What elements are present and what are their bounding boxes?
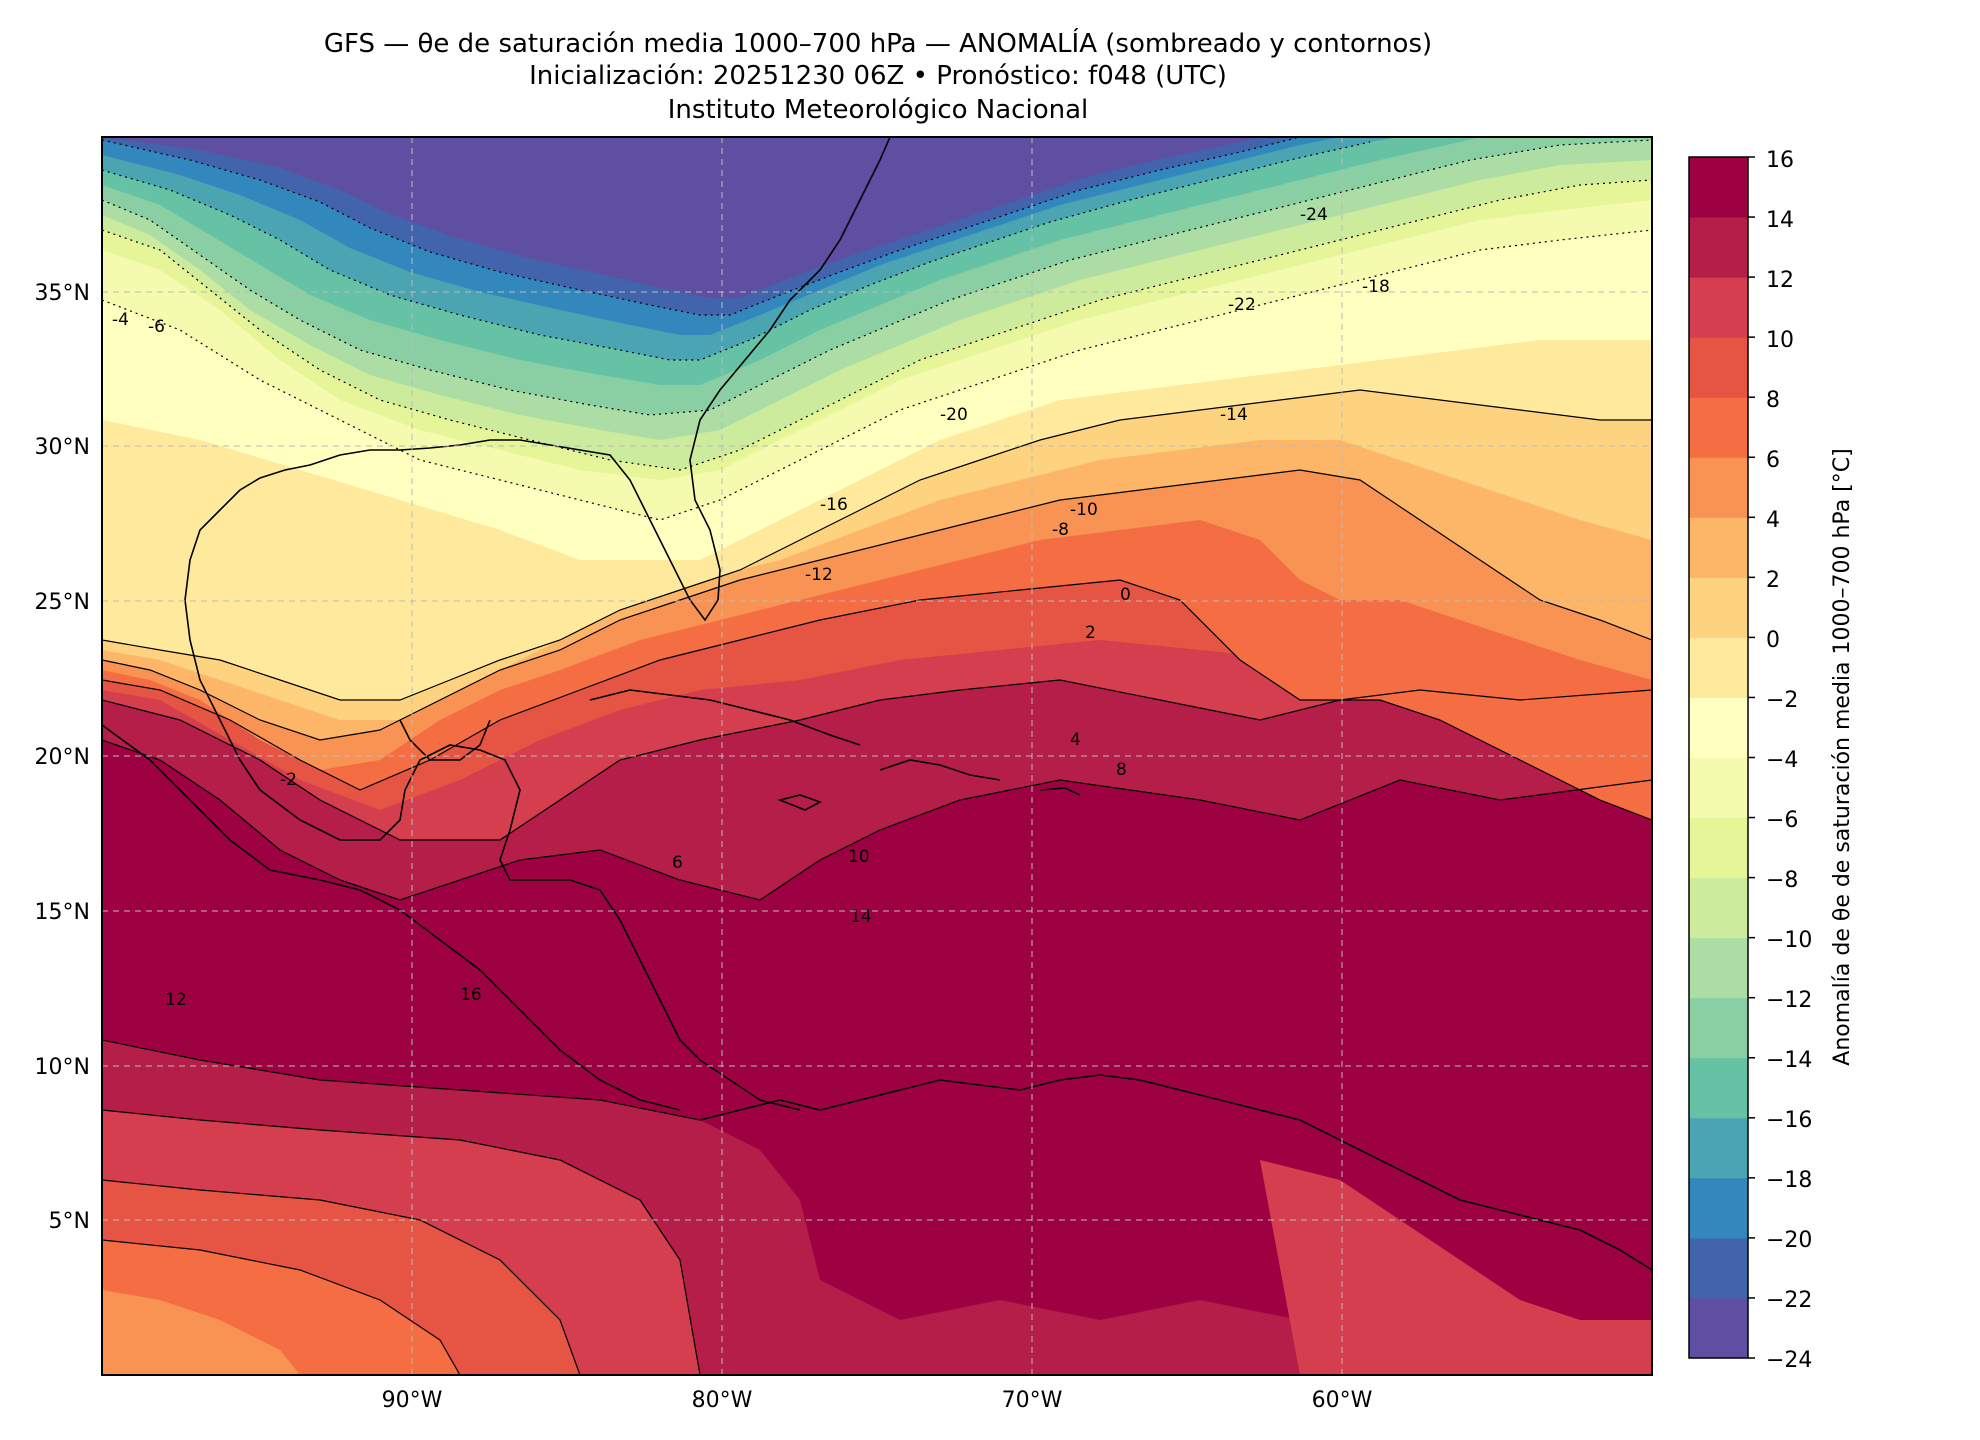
colorbar-tick-label: 16: [1766, 148, 1794, 173]
colorbar-tick-label: −4: [1766, 748, 1798, 773]
colorbar-tick-label: 6: [1766, 448, 1780, 473]
gridlines: [102, 137, 1652, 1375]
central-america: [102, 724, 681, 1111]
colorbar-swatch: [1689, 937, 1748, 999]
lon-tick-label: 90°W: [382, 1388, 443, 1413]
colorbar-tick-label: 14: [1766, 208, 1794, 233]
colorbar-tick-label: −18: [1766, 1168, 1812, 1193]
contour-label: 6: [672, 853, 683, 873]
colorbar-swatch: [1689, 1177, 1748, 1239]
colorbar-swatch: [1689, 997, 1748, 1059]
colorbar-swatch: [1689, 217, 1748, 278]
cuba: [589, 689, 861, 746]
contour-label: -4: [112, 310, 129, 330]
lon-tick-label: 60°W: [1312, 1388, 1373, 1413]
contour-lines: [102, 137, 1652, 1375]
lat-tick-label: 30°N: [35, 435, 90, 460]
colorbar-tick-label: 4: [1766, 508, 1780, 533]
colorbar-swatch: [1689, 697, 1748, 758]
colorbar-tick-label: −10: [1766, 928, 1812, 953]
contour-label: -8: [1052, 520, 1069, 540]
colorbar-tick-label: −16: [1766, 1108, 1812, 1133]
coastlines: [102, 137, 1652, 1271]
contour-label: -24: [1300, 205, 1328, 225]
colorbar-tick-label: −2: [1766, 688, 1798, 713]
colorbar-tick-label: 8: [1766, 388, 1780, 413]
contour-label: 0: [1120, 585, 1131, 605]
lat-tick-label: 10°N: [35, 1055, 90, 1080]
colorbar-swatch: [1689, 637, 1748, 698]
contour-label: 12: [165, 990, 187, 1010]
lat-tick-label: 5°N: [49, 1209, 90, 1234]
colorbar-ticks: 16 14 12 10 8 6 4 2 0 −2 −4 −6 −8 −10 −1…: [1766, 148, 1812, 1373]
contour-label: -14: [1220, 405, 1248, 425]
title-line-1: GFS — θe de saturación media 1000–700 hP…: [323, 29, 1433, 59]
title-line-3: Instituto Meteorológico Nacional: [667, 95, 1089, 125]
colorbar-swatch: [1689, 1057, 1748, 1119]
hispaniola: [879, 759, 1001, 781]
contour-label: 8: [1116, 760, 1127, 780]
colorbar-swatch: [1689, 457, 1748, 518]
lat-tick-label: 15°N: [35, 900, 90, 925]
lat-tick-label: 35°N: [35, 281, 90, 306]
contour-label: 14: [850, 907, 872, 927]
colorbar-tick-label: −20: [1766, 1228, 1812, 1253]
colorbar-swatch: [1689, 1117, 1748, 1179]
colorbar-label: Anomalía de θe de saturación media 1000–…: [1830, 448, 1855, 1065]
jamaica: [777, 794, 822, 811]
colorbar-swatch: [1689, 277, 1748, 338]
colorbar-frame: [1688, 156, 1749, 1359]
contour-label: 10: [848, 847, 870, 867]
colorbar-swatch: [1689, 817, 1748, 879]
colorbar-swatch: [1689, 577, 1748, 638]
lon-tick-label: 70°W: [1002, 1388, 1063, 1413]
map-plot-area: -24 -22 -20 -18 -16 -14 -12 -10 -8 -6 -4…: [102, 137, 1652, 1375]
contour-label: -2: [280, 770, 297, 790]
contour-label: 4: [1070, 730, 1081, 750]
contour-label: -20: [940, 405, 968, 425]
colorbar-swatch: [1689, 1237, 1748, 1299]
lat-tick-label: 25°N: [35, 590, 90, 615]
contour-label: -12: [805, 565, 833, 585]
puerto-rico: [1039, 787, 1081, 796]
colorbar-tick-label: −22: [1766, 1288, 1812, 1313]
title-line-2: Inicialización: 20251230 06Z • Pronóstic…: [529, 61, 1227, 91]
lat-tick-label: 20°N: [35, 745, 90, 770]
contour-label-group: -24 -22 -20 -18 -16 -14 -12 -10 -8 -6 -4…: [112, 205, 1390, 1010]
contour-label: -10: [1070, 500, 1098, 520]
colorbar-swatch: [1689, 517, 1748, 578]
colorbar-swatch: [1689, 1297, 1748, 1359]
colorbar-swatch: [1689, 157, 1748, 218]
us-east-coast: [184, 137, 891, 1111]
contour-label: 16: [460, 985, 482, 1005]
contour-label: -6: [148, 317, 165, 337]
colorbar-swatch: [1689, 757, 1748, 819]
colorbar-tick-label: 10: [1766, 328, 1794, 353]
colorbar-tick-label: −14: [1766, 1048, 1812, 1073]
colorbar-tick-label: −8: [1766, 868, 1798, 893]
contour-label: -16: [820, 495, 848, 515]
lon-tick-label: 80°W: [692, 1388, 753, 1413]
band-m22: [102, 137, 1260, 298]
contour-label: 2: [1085, 623, 1096, 643]
contour-label: -18: [1362, 277, 1390, 297]
yucatan: [399, 719, 491, 761]
colorbar-swatch: [1689, 337, 1748, 398]
lon-ticks: 90°W 80°W 70°W 60°W: [382, 1388, 1373, 1413]
colorbar-tick-label: −6: [1766, 808, 1798, 833]
colorbar: [1689, 156, 1755, 1359]
colorbar-tick-label: 0: [1766, 628, 1780, 653]
lat-ticks: 5°N 10°N 15°N 20°N 25°N 30°N 35°N: [35, 281, 90, 1234]
contour-label: -22: [1228, 295, 1256, 315]
plot-frame: [101, 136, 1653, 1376]
colorbar-tick-label: −24: [1766, 1348, 1812, 1373]
colorbar-tick-label: 12: [1766, 268, 1794, 293]
south-america-coast: [699, 1074, 1652, 1271]
colorbar-tick-label: −12: [1766, 988, 1812, 1013]
colorbar-swatch: [1689, 397, 1748, 458]
colorbar-tick-label: 2: [1766, 568, 1780, 593]
colorbar-swatch: [1689, 877, 1748, 939]
